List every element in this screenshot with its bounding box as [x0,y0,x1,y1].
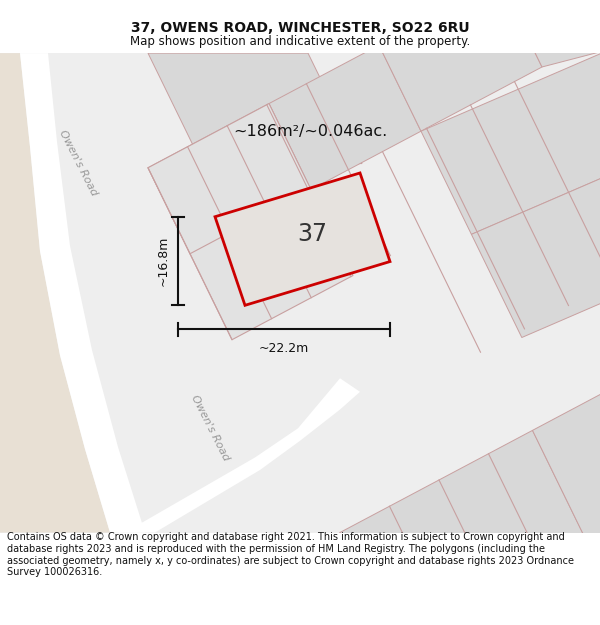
Polygon shape [340,431,589,625]
Text: Contains OS data © Crown copyright and database right 2021. This information is : Contains OS data © Crown copyright and d… [7,532,574,578]
Polygon shape [379,0,542,131]
Polygon shape [0,53,110,532]
Polygon shape [148,53,362,164]
Text: 37, OWENS ROAD, WINCHESTER, SO22 6RU: 37, OWENS ROAD, WINCHESTER, SO22 6RU [131,21,469,34]
Text: ~22.2m: ~22.2m [259,342,309,355]
Polygon shape [148,104,311,254]
Text: 37: 37 [298,222,328,246]
Polygon shape [472,139,600,338]
Polygon shape [533,343,600,545]
Text: Owen's Road: Owen's Road [189,394,231,463]
Text: Map shows position and indicative extent of the property.: Map shows position and indicative extent… [130,35,470,48]
Text: ~186m²/~0.046ac.: ~186m²/~0.046ac. [233,124,387,139]
Polygon shape [500,0,600,67]
Polygon shape [20,53,145,532]
Polygon shape [269,45,421,189]
Polygon shape [215,173,390,306]
Polygon shape [148,104,353,340]
Polygon shape [421,36,600,234]
Polygon shape [118,378,360,532]
Text: Owen's Road: Owen's Road [57,128,99,197]
Text: ~16.8m: ~16.8m [157,236,170,286]
